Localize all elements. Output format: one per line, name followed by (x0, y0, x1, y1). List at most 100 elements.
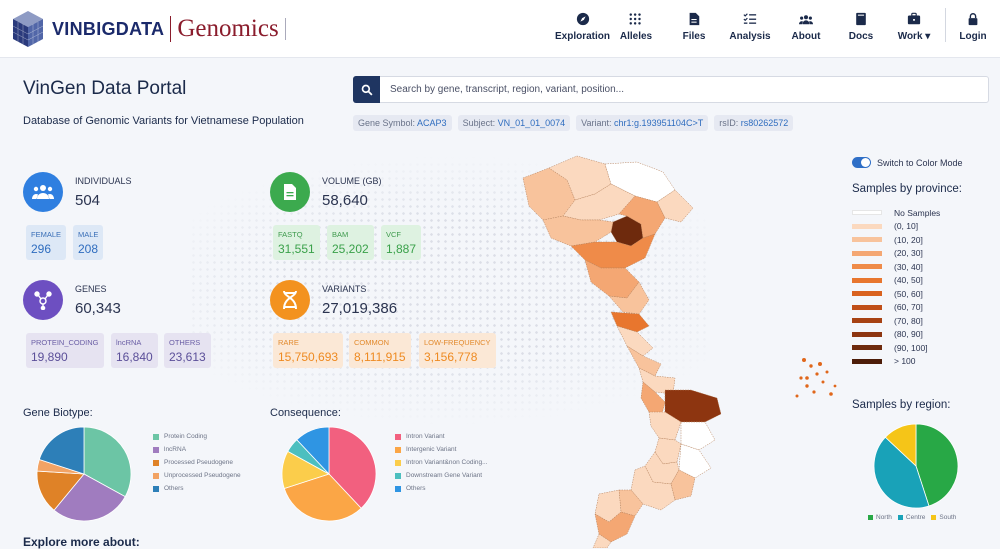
lncrna-badge: lncRNA 16,840 (111, 333, 158, 368)
nav-work-dropdown[interactable]: Work ▾ (883, 8, 945, 42)
paracel-islands (802, 358, 822, 380)
pie-slice-others[interactable] (38, 426, 85, 475)
province-quang-tri[interactable] (616, 325, 654, 357)
province-mekong-south[interactable] (594, 511, 636, 543)
color-mode-toggle[interactable]: Switch to Color Mode (852, 157, 963, 168)
legend-label: South (939, 514, 957, 521)
legend-item[interactable]: Others (395, 485, 488, 492)
toggle-label: Switch to Color Mode (877, 157, 963, 168)
legend-item[interactable]: Downstream Gene Variant (395, 472, 488, 479)
legend-item[interactable]: Unprocessed Pseudogene (153, 472, 241, 479)
legend-swatch (153, 446, 159, 453)
legend-item[interactable]: Protein Coding (153, 433, 241, 440)
pie-slice-intron-variant[interactable] (328, 426, 377, 509)
nav-login[interactable]: Login (945, 8, 1000, 42)
variants-value: 27,019,386 (322, 300, 398, 317)
nav-alleles[interactable]: Alleles (611, 8, 661, 42)
genes-label: GENES (75, 284, 107, 294)
common-badge: COMMON 8,111,915 (349, 333, 411, 368)
pie-slice-others[interactable] (296, 426, 330, 476)
legend-swatch (395, 433, 401, 440)
legend-item[interactable]: Others (153, 485, 241, 492)
consequence-legend: Intron Variant Intergenic Variant Intron V… (395, 433, 488, 498)
badge-value: 15,750,693 (278, 350, 339, 364)
province-ha-tinh[interactable] (608, 281, 650, 315)
example-chip-gene[interactable]: Gene Symbol: ACAP3 (353, 115, 452, 131)
book-icon (856, 12, 866, 26)
legend-row: > 100 (852, 355, 940, 369)
pie-slice-centre[interactable] (873, 436, 930, 509)
legend-row: (10, 20] (852, 233, 940, 247)
pie-slice-lncrna[interactable] (53, 473, 126, 522)
example-chip-subject[interactable]: Subject: VN_01_01_0074 (457, 115, 571, 131)
legend-item[interactable]: Intron Variant&non Coding... (395, 459, 488, 466)
nav-docs[interactable]: Docs (839, 8, 883, 42)
nav-about[interactable]: About (773, 8, 839, 42)
nav-label: Exploration (554, 31, 610, 42)
legend-label: Downstream Gene Variant (406, 472, 483, 479)
province-khanh-hoa[interactable] (678, 443, 712, 479)
province-hue[interactable] (626, 345, 662, 377)
molecule-icon (23, 280, 63, 320)
province-nghe-an[interactable] (584, 259, 640, 299)
legend-row: (30, 40] (852, 260, 940, 274)
legend-item[interactable]: Processed Pseudogene (153, 459, 241, 466)
nav-label: Work ▾ (897, 31, 931, 42)
volume-label: VOLUME (GB) (322, 176, 382, 186)
lock-icon (968, 13, 978, 26)
province-ca-mau[interactable] (592, 533, 612, 548)
province-red-river-delta[interactable] (618, 195, 666, 239)
badge-value: 23,613 (169, 350, 206, 364)
example-chip-variant[interactable]: Variant: chr1:g.193951104C>T (576, 115, 709, 131)
file-icon (689, 12, 700, 26)
province-binh-dinh[interactable] (680, 421, 716, 451)
search-input[interactable] (380, 77, 988, 102)
nav-exploration[interactable]: Exploration (554, 8, 611, 42)
province-hoa-binh[interactable] (542, 215, 614, 247)
pie-slice-protein-coding[interactable] (83, 426, 132, 498)
legend-swatch (153, 459, 159, 466)
legend-row: (40, 50] (852, 274, 940, 288)
search-button[interactable] (353, 76, 380, 103)
legend-item[interactable]: North (868, 514, 892, 521)
badge-label: MALE (78, 230, 99, 239)
legend-item[interactable]: Intron Variant (395, 433, 488, 440)
nav-label: Analysis (729, 31, 771, 42)
nav-files[interactable]: Files (661, 8, 727, 42)
nav-analysis[interactable]: Analysis (727, 8, 773, 42)
legend-item[interactable]: South (931, 514, 956, 521)
province-binh-thuan[interactable] (670, 469, 696, 501)
gene-biotype-title: Gene Biotype: (23, 407, 93, 419)
province-north-border[interactable] (548, 155, 612, 201)
badge-value: 296 (31, 242, 52, 256)
province-central-highlands[interactable] (664, 389, 722, 423)
legend-swatch (395, 459, 401, 466)
example-queries: Gene Symbol: ACAP3 Subject: VN_01_01_007… (353, 115, 794, 131)
legend-label: North (876, 514, 892, 521)
pie-slice-intergenic-variant[interactable] (283, 473, 362, 522)
low-frequency-badge: LOW-FREQUENCY 3,156,778 (419, 333, 496, 368)
legend-swatch (931, 515, 937, 520)
search-icon (361, 84, 373, 96)
badge-label: FASTQ (278, 230, 303, 239)
legend-label: (90, 100] (894, 342, 928, 353)
province-color-legend: No Samples (0, 10] (10, 20] (20, 30] (30… (852, 206, 940, 368)
pie-slice-north[interactable] (915, 423, 959, 507)
chip-value: rs80262572 (740, 118, 789, 128)
chip-value: ACAP3 (417, 118, 447, 128)
legend-item[interactable]: lncRNA (153, 446, 241, 453)
legend-row: (90, 100] (852, 341, 940, 355)
badge-label: COMMON (354, 338, 389, 347)
toggle-switch[interactable] (852, 157, 871, 168)
individuals-value: 504 (75, 192, 101, 209)
legend-label: (60, 70] (894, 302, 923, 313)
province-southeast[interactable] (630, 465, 676, 511)
legend-label: Intergenic Variant (406, 446, 457, 453)
province-quang-binh[interactable] (610, 311, 650, 333)
brand-logo[interactable]: VINBIGDATA Genomics (12, 10, 286, 48)
legend-item[interactable]: Intergenic Variant (395, 446, 488, 453)
pie-slice-south[interactable] (884, 423, 917, 467)
legend-row: (60, 70] (852, 301, 940, 315)
legend-item[interactable]: Centre (897, 514, 925, 521)
example-chip-rsid[interactable]: rsID: rs80262572 (714, 115, 794, 131)
